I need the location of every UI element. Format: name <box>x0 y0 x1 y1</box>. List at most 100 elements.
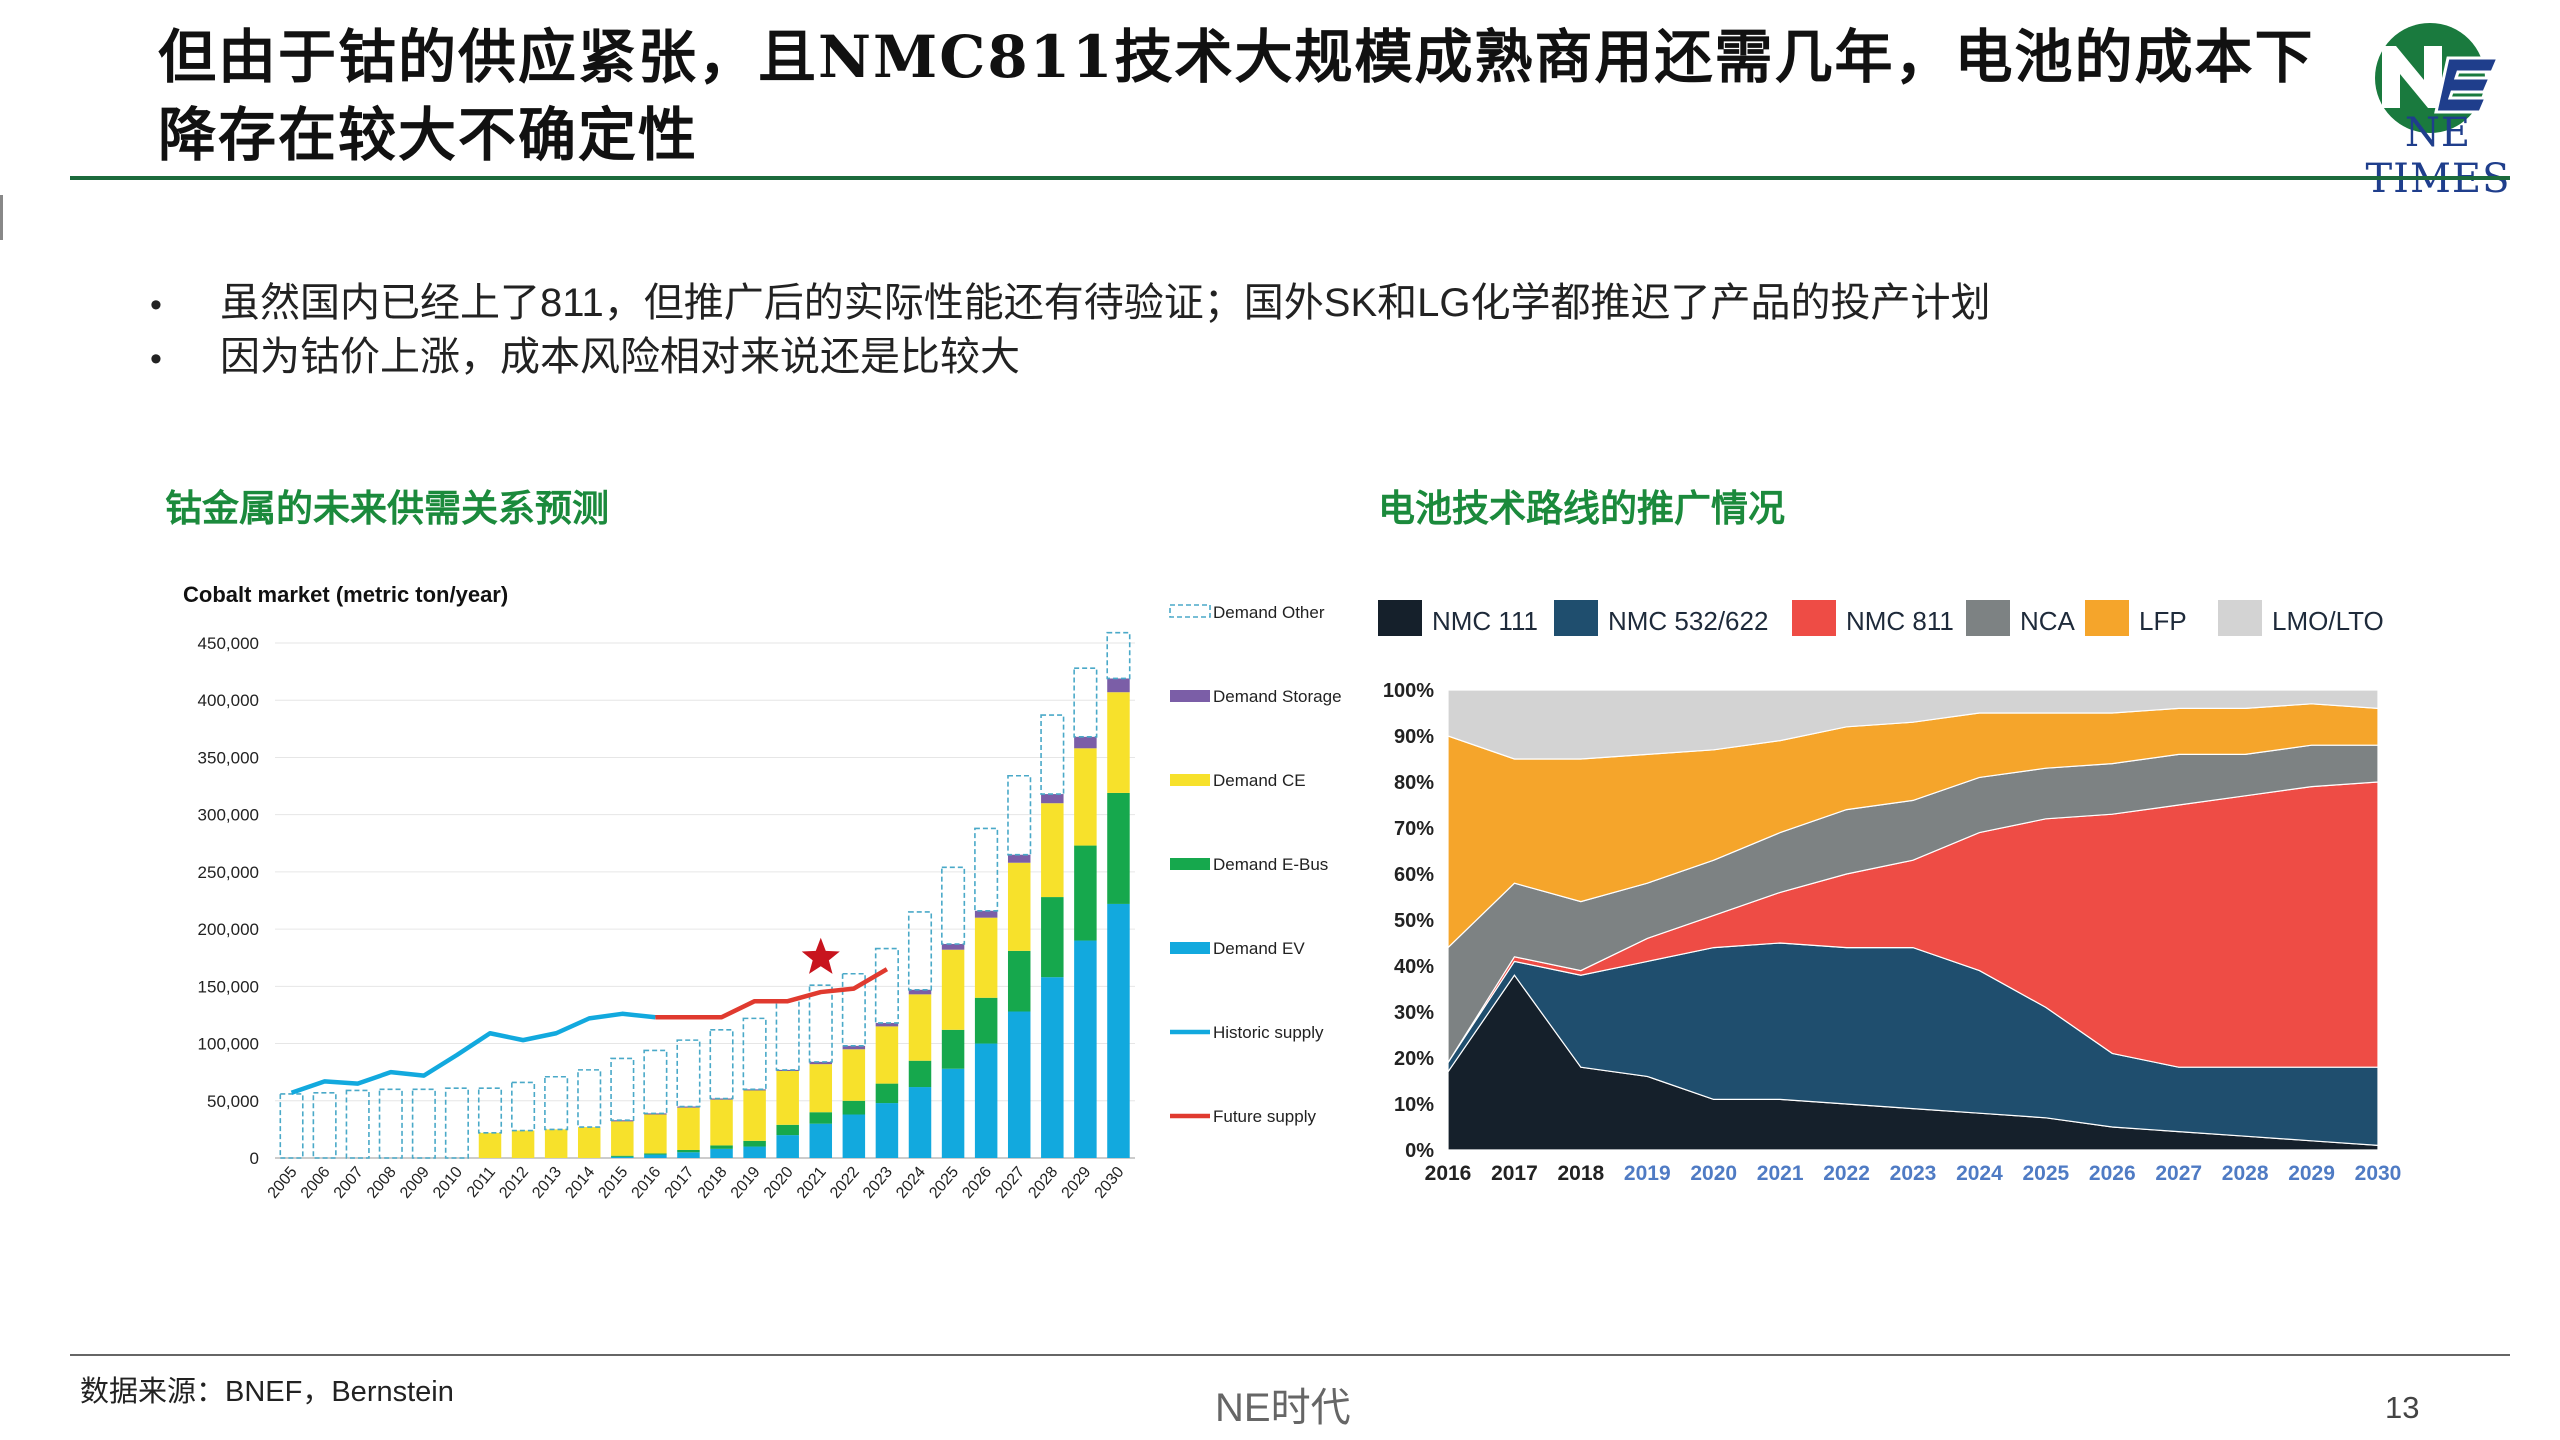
bar-demand-storage <box>809 1061 833 1065</box>
legend-swatch <box>1170 858 1210 870</box>
y-tick-label: 50,000 <box>207 1092 259 1111</box>
bar-demand-ce <box>710 1099 733 1146</box>
bar-demand-other <box>1007 774 1032 856</box>
bar-demand-ce <box>842 1049 866 1101</box>
bar-demand-ev <box>875 1103 899 1158</box>
bar-demand-e-bus <box>875 1083 899 1104</box>
legend-label: Historic supply <box>1213 1023 1324 1042</box>
data-source: 数据来源：BNEF，Bernstein <box>80 1376 454 1408</box>
bar-demand-e-bus <box>1107 792 1130 904</box>
historic-supply-line <box>290 1011 656 1095</box>
x-tick-label: 2011 <box>464 1164 499 1201</box>
x-tick-label: 2013 <box>529 1164 565 1202</box>
x-tick-label: 2006 <box>298 1164 334 1202</box>
page-number: 13 <box>2385 1390 2420 1425</box>
bar-demand-ev <box>776 1135 799 1158</box>
bar-demand-ce <box>1074 748 1097 846</box>
bar-demand-other <box>312 1091 337 1159</box>
bullet-dot-icon: • <box>150 286 162 324</box>
x-tick-label: 2018 <box>695 1164 731 1202</box>
x-tick-label: 2027 <box>992 1164 1028 1202</box>
y-tick-label: 200,000 <box>198 920 259 939</box>
x-tick-label: 2029 <box>1059 1164 1095 1202</box>
star-annotation-icon <box>801 937 840 974</box>
x-tick-label: 2026 <box>959 1164 995 1202</box>
bar-demand-other <box>742 1017 767 1091</box>
bar-demand-ev <box>1007 1011 1031 1158</box>
legend-label: Demand CE <box>1213 771 1306 790</box>
bar-demand-storage <box>710 1098 733 1100</box>
bar-demand-ev <box>677 1152 700 1158</box>
bar-demand-ev <box>743 1146 766 1158</box>
bar-demand-storage <box>875 1022 899 1027</box>
bar-demand-ce <box>1041 803 1064 898</box>
x-tick-label: 2028 <box>1025 1164 1061 1202</box>
legend-label: Demand EV <box>1213 939 1305 958</box>
bar-demand-ce <box>644 1114 667 1154</box>
x-tick-label: 2022 <box>827 1164 863 1202</box>
bar-demand-e-bus <box>809 1112 833 1124</box>
bar-demand-storage <box>776 1069 799 1072</box>
bullet-text: 因为钴价上涨，成本风险相对来说还是比较大 <box>220 335 1020 379</box>
bar-demand-e-bus <box>908 1060 932 1088</box>
ne-times-logo <box>2375 23 2501 133</box>
bullet-list: • 虽然国内已经上了811，但推广后的实际性能还有待验证；国外SK和LG化学都推… <box>150 270 1991 379</box>
bar-demand-other <box>345 1089 370 1159</box>
bar-demand-ce <box>875 1026 899 1084</box>
bar-demand-other <box>907 911 933 991</box>
bar-demand-other <box>874 947 899 1024</box>
bar-demand-ce <box>809 1064 833 1113</box>
bar-demand-other <box>676 1039 701 1108</box>
bar-demand-other <box>411 1088 436 1159</box>
x-tick-label: 2030 <box>1092 1164 1128 1202</box>
bar-demand-ce <box>1007 862 1031 951</box>
bar-demand-other <box>841 972 866 1047</box>
bar-demand-ev <box>1041 977 1064 1158</box>
bullet-text: 虽然国内已经上了811，但推广后的实际性能还有待验证；国外SK和LG化学都推迟了… <box>220 281 1991 325</box>
bar-demand-e-bus <box>677 1149 700 1153</box>
bar-demand-ce <box>577 1127 601 1158</box>
future-supply-line <box>655 967 889 1020</box>
bar-demand-other <box>643 1049 668 1115</box>
bar-demand-ev <box>611 1156 634 1158</box>
y-tick-label: 450,000 <box>198 634 259 653</box>
legend-swatch <box>1170 942 1210 954</box>
x-tick-label: 2021 <box>794 1164 830 1202</box>
bar-demand-e-bus <box>974 997 998 1044</box>
right-chart-title: 电池技术路线的推广情况 <box>1378 488 1785 529</box>
bar-demand-other <box>775 999 800 1071</box>
bar-demand-ev <box>908 1087 932 1158</box>
bar-demand-other <box>477 1087 503 1134</box>
bar-demand-ce <box>908 994 932 1061</box>
x-tick-label: 2009 <box>397 1164 433 1202</box>
y-tick-label: 0 <box>250 1149 259 1168</box>
bar-demand-other <box>1106 631 1131 680</box>
bar-demand-storage <box>974 910 998 918</box>
bar-demand-other <box>577 1069 602 1128</box>
legend-label: Future supply <box>1213 1107 1316 1126</box>
bar-demand-ce <box>974 917 998 998</box>
y-tick-label: 400,000 <box>198 691 259 710</box>
brand-footer: NE时代 <box>1215 1386 1351 1430</box>
x-tick-label: 2023 <box>860 1164 896 1202</box>
bar-demand-other <box>444 1087 469 1159</box>
bar-demand-storage <box>1007 854 1031 863</box>
bar-demand-ev <box>842 1114 866 1158</box>
bar-demand-ce <box>511 1130 535 1158</box>
header-divider <box>70 176 2510 180</box>
bar-demand-ev <box>644 1154 667 1158</box>
bar-demand-e-bus <box>743 1140 766 1147</box>
bar-demand-storage <box>1041 794 1064 804</box>
legend-label: Demand Other <box>1213 603 1325 622</box>
bar-demand-other <box>378 1088 403 1159</box>
bar-demand-storage <box>908 989 932 995</box>
x-tick-label: 2020 <box>761 1164 797 1202</box>
legend-swatch <box>1169 604 1211 618</box>
bar-demand-ce <box>1107 692 1130 793</box>
bar-demand-e-bus <box>710 1145 733 1149</box>
bar-demand-e-bus <box>941 1029 965 1069</box>
bar-demand-storage <box>941 943 965 950</box>
x-tick-label: 2024 <box>893 1164 929 1202</box>
y-tick-label: 300,000 <box>198 806 259 825</box>
